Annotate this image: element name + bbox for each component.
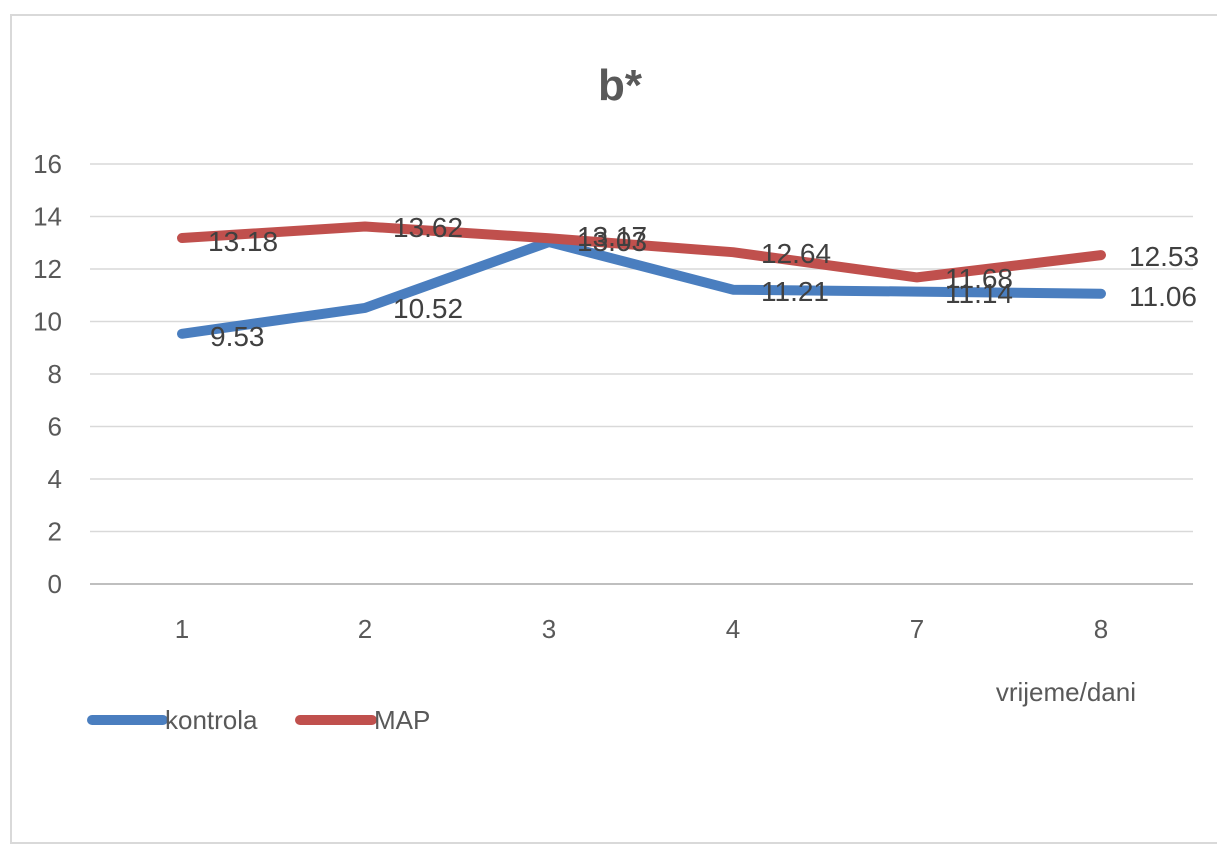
y-tick-label: 6 bbox=[48, 412, 62, 442]
y-axis-tick-labels: 0 2 4 6 8 10 12 14 16 bbox=[33, 149, 62, 599]
x-tick-label: 8 bbox=[1094, 614, 1108, 644]
x-axis-tick-labels: 1 2 3 4 7 8 bbox=[175, 614, 1108, 644]
data-label-kontrola: 11.06 bbox=[1129, 281, 1197, 312]
series-lines bbox=[177, 221, 1106, 339]
data-label-kontrola: 11.21 bbox=[761, 276, 829, 307]
data-label-map: 13.17 bbox=[577, 221, 647, 252]
chart-frame bbox=[10, 14, 1217, 844]
data-labels: 9.53 10.52 13.03 11.21 11.14 11.06 13.18 13.62 1… bbox=[208, 212, 1199, 352]
y-tick-label: 16 bbox=[33, 149, 62, 179]
legend-label: kontrola bbox=[165, 705, 258, 735]
data-label-map: 13.18 bbox=[208, 226, 278, 257]
y-tick-label: 0 bbox=[48, 569, 62, 599]
data-label-kontrola: 9.53 bbox=[210, 321, 265, 352]
legend: kontrola MAP bbox=[87, 705, 430, 735]
data-label-map: 12.64 bbox=[761, 238, 831, 269]
data-label-kontrola: 10.52 bbox=[393, 293, 463, 324]
y-tick-label: 8 bbox=[48, 359, 62, 389]
data-label-map: 12.53 bbox=[1129, 241, 1199, 272]
y-tick-label: 14 bbox=[33, 202, 62, 232]
x-axis-title: vrijeme/dani bbox=[996, 677, 1136, 707]
data-label-map: 13.62 bbox=[393, 212, 463, 243]
series-line-map bbox=[177, 221, 1106, 283]
y-tick-label: 4 bbox=[48, 464, 62, 494]
x-tick-label: 4 bbox=[726, 614, 740, 644]
x-tick-label: 7 bbox=[910, 614, 924, 644]
data-label-map: 11.68 bbox=[945, 263, 1013, 294]
chart-title: b* bbox=[598, 61, 643, 110]
series-line-kontrola bbox=[177, 237, 1106, 339]
x-tick-label: 2 bbox=[358, 614, 372, 644]
y-tick-label: 12 bbox=[33, 254, 62, 284]
data-label-kontrola: 13.03 bbox=[577, 226, 647, 257]
y-tick-label: 10 bbox=[33, 307, 62, 337]
x-tick-label: 1 bbox=[175, 614, 189, 644]
legend-label: MAP bbox=[374, 705, 430, 735]
gridlines bbox=[90, 163, 1193, 585]
y-tick-label: 2 bbox=[48, 517, 62, 547]
data-label-kontrola: 11.14 bbox=[945, 278, 1013, 309]
x-tick-label: 3 bbox=[542, 614, 556, 644]
